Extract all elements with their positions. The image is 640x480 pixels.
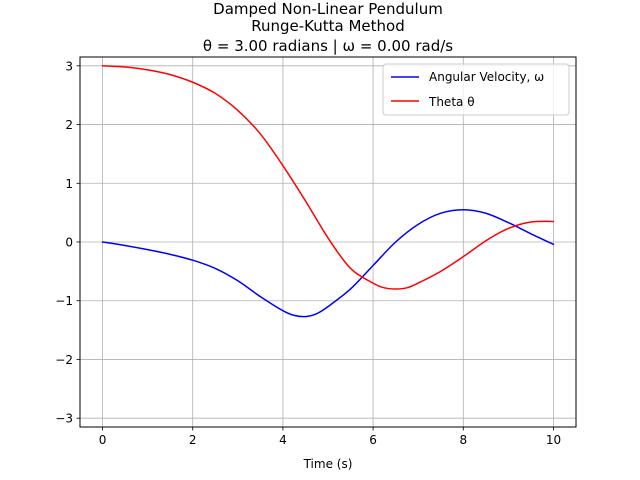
- legend: Angular Velocity, ω Theta θ: [382, 63, 570, 116]
- chart-subtitle: Runge-Kutta Method: [251, 17, 405, 35]
- y-tick-label: 0: [65, 236, 73, 250]
- chart-subtitle-initial-conditions: θ = 3.00 radians | ω = 0.00 rad/s: [203, 37, 453, 55]
- y-tick-label: −1: [55, 294, 73, 308]
- y-tick-label: 2: [65, 118, 73, 132]
- axis-ticks: 0 2 4 6 8 10 −3 −2 −1 0 1 2 3: [55, 59, 561, 447]
- y-tick-label: 1: [65, 177, 73, 191]
- x-tick-label: 0: [99, 433, 107, 447]
- x-tick-label: 6: [369, 433, 377, 447]
- x-tick-label: 8: [459, 433, 467, 447]
- legend-box: [382, 63, 570, 116]
- x-tick-label: 2: [189, 433, 197, 447]
- chart-title: Damped Non-Linear Pendulum: [213, 0, 443, 18]
- y-tick-label: 3: [65, 59, 73, 73]
- x-tick-label: 4: [279, 433, 287, 447]
- y-tick-label: −3: [55, 412, 73, 426]
- legend-label-angular-velocity: Angular Velocity, ω: [429, 70, 544, 84]
- y-tick-label: −2: [55, 353, 73, 367]
- x-tick-label: 10: [546, 433, 561, 447]
- x-axis-label: Time (s): [303, 457, 353, 471]
- series-line-angular-velocity: [101, 208, 555, 318]
- series-layer: [101, 65, 555, 318]
- series-line-theta: [101, 65, 555, 290]
- legend-label-theta: Theta θ: [428, 95, 475, 109]
